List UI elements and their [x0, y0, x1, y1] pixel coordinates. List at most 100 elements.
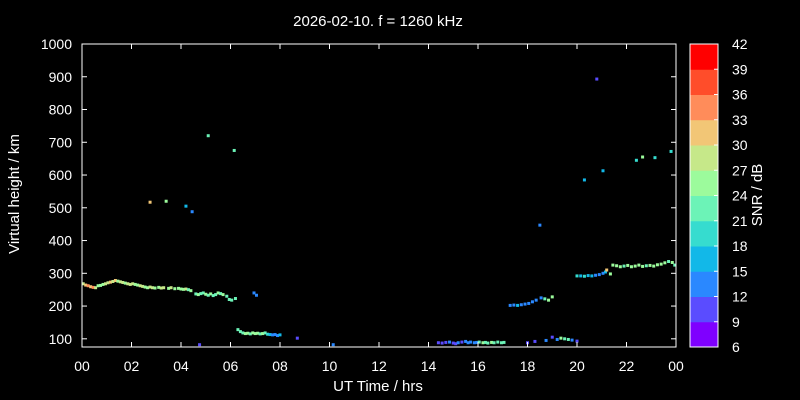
data-point	[225, 294, 229, 298]
data-point	[256, 331, 260, 335]
data-point	[238, 330, 242, 334]
data-point	[475, 340, 479, 344]
colorbar-tick-label: 42	[732, 36, 748, 52]
data-point	[659, 262, 663, 266]
colorbar-label: SNR / dB	[749, 164, 766, 227]
data-point	[331, 343, 335, 347]
data-point	[86, 284, 90, 288]
data-point	[116, 279, 120, 283]
y-axis-label: Virtual height / km	[6, 134, 23, 254]
data-point	[261, 332, 265, 336]
colorbar-tick-label: 9	[732, 314, 740, 330]
data-point	[108, 280, 112, 284]
colorbar-tick-label: 39	[732, 61, 748, 77]
data-point	[472, 341, 476, 345]
data-point	[266, 332, 270, 336]
data-point	[436, 341, 440, 345]
data-point	[653, 156, 657, 160]
data-point	[94, 286, 98, 290]
data-point	[637, 263, 641, 267]
data-point	[622, 264, 626, 268]
data-point	[451, 341, 455, 345]
y-tick-label: 700	[49, 134, 73, 150]
data-point	[496, 340, 500, 344]
data-point	[201, 291, 205, 295]
data-point	[227, 298, 231, 302]
data-point	[99, 283, 103, 287]
data-point	[570, 338, 574, 342]
data-point	[246, 331, 250, 335]
y-tick-label: 300	[49, 265, 73, 281]
colorbar-segment	[690, 69, 718, 95]
data-point	[652, 264, 656, 268]
colorbar-tick-label: 15	[732, 263, 748, 279]
data-point	[216, 291, 220, 295]
data-point	[582, 178, 586, 182]
colorbar-tick-label: 18	[732, 238, 748, 254]
x-tick-label: 00	[668, 358, 684, 374]
data-point	[460, 340, 464, 344]
data-point	[81, 282, 85, 286]
data-point	[111, 279, 115, 283]
x-tick-label: 22	[619, 358, 635, 374]
data-point	[189, 289, 193, 293]
data-point	[530, 300, 534, 304]
y-tick-label: 500	[49, 200, 73, 216]
data-point	[276, 334, 280, 338]
data-point	[196, 293, 200, 297]
colorbar-segment	[690, 195, 718, 222]
data-point	[448, 340, 452, 344]
x-tick-label: 08	[272, 358, 288, 374]
data-point	[162, 286, 166, 290]
data-point	[673, 263, 677, 267]
x-tick-label: 00	[74, 358, 90, 374]
data-point	[184, 204, 188, 208]
data-point	[157, 285, 161, 289]
data-point	[601, 271, 605, 275]
data-point	[230, 298, 234, 302]
data-point	[251, 331, 255, 335]
data-point	[233, 297, 237, 301]
data-point	[295, 336, 299, 340]
data-point	[440, 341, 444, 345]
data-point	[221, 293, 225, 297]
data-point	[243, 332, 247, 336]
data-point	[198, 343, 202, 347]
colorbar-tick-label: 24	[732, 188, 748, 204]
data-point	[271, 333, 275, 337]
colorbar-tick-label: 6	[732, 339, 740, 355]
data-point	[136, 283, 140, 287]
data-point	[456, 341, 460, 345]
y-tick-label: 1000	[41, 36, 72, 52]
data-point	[148, 200, 152, 204]
data-point	[563, 337, 567, 341]
data-point	[138, 284, 142, 288]
x-tick-label: 06	[223, 358, 239, 374]
data-point	[253, 332, 257, 336]
y-tick-label: 100	[49, 331, 73, 347]
data-point	[508, 303, 512, 307]
data-point	[633, 264, 637, 268]
data-point	[547, 298, 551, 302]
data-point	[595, 77, 599, 81]
x-tick-label: 04	[173, 358, 189, 374]
data-point	[634, 158, 638, 162]
colorbar-tick-label: 36	[732, 87, 748, 103]
data-point	[211, 294, 215, 298]
x-tick-label: 12	[371, 358, 387, 374]
data-point	[133, 282, 137, 286]
data-point	[566, 337, 570, 341]
colorbar-segment	[690, 94, 718, 121]
data-point	[143, 285, 147, 289]
data-point	[89, 285, 93, 289]
data-point	[146, 286, 150, 290]
data-point	[575, 274, 579, 278]
data-point	[663, 261, 667, 265]
colorbar-tick-label: 33	[732, 112, 748, 128]
data-point	[519, 303, 523, 307]
data-point	[184, 287, 188, 291]
colorbar-tick-label: 21	[732, 213, 748, 229]
data-point	[153, 286, 157, 290]
data-point	[492, 341, 496, 345]
